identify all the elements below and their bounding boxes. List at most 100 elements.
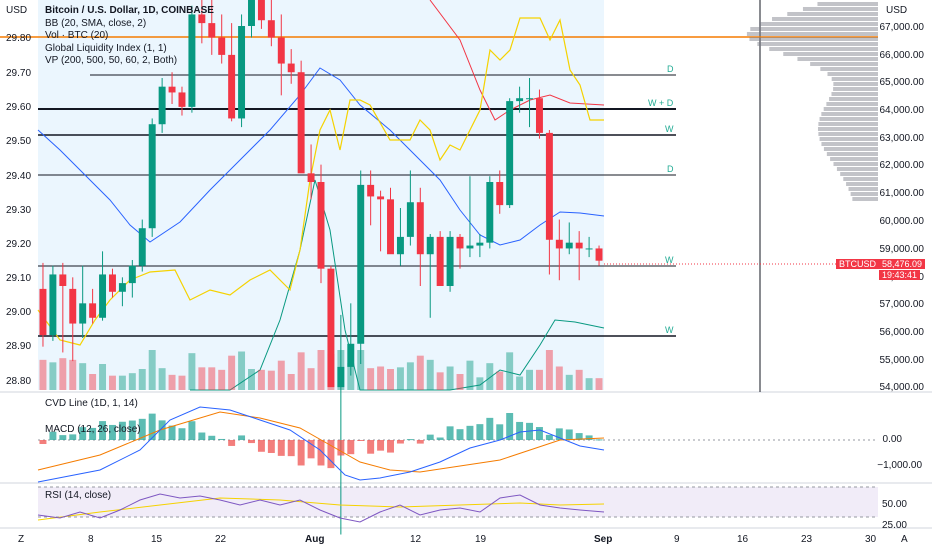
volume-bar (69, 359, 77, 390)
candle-body[interactable] (396, 236, 404, 255)
candle-body[interactable] (267, 20, 275, 38)
candle-body[interactable] (138, 228, 146, 266)
candle-body[interactable] (208, 23, 216, 38)
candle-body[interactable] (555, 239, 563, 249)
candle-body[interactable] (476, 242, 484, 246)
time-axis-tick: 19 (475, 534, 487, 545)
candle-body[interactable] (248, 0, 255, 27)
candle-body[interactable] (367, 184, 375, 197)
candle-body[interactable] (416, 202, 424, 255)
candle-body[interactable] (39, 288, 47, 336)
candle-body[interactable] (238, 26, 246, 119)
candle-body[interactable] (575, 242, 583, 249)
candle-body[interactable] (526, 98, 534, 100)
candle-body[interactable] (307, 173, 315, 182)
volume-bar (49, 362, 57, 390)
macd-pane-title[interactable]: MACD (12, 26, close) (45, 424, 141, 435)
volume-bar (476, 377, 484, 390)
time-axis-corner-left[interactable]: Z (18, 534, 25, 545)
candle-body[interactable] (506, 101, 514, 206)
macd-histogram-bar (347, 440, 355, 455)
candle-body[interactable] (277, 37, 285, 64)
candle-body[interactable] (595, 248, 603, 261)
symbol-title[interactable]: Bitcoin / U.S. Dollar, 1D, COINBASE (45, 5, 214, 16)
candle-body[interactable] (406, 202, 414, 237)
symbol-price-tag[interactable]: BTCUSD (836, 259, 880, 269)
volume-profile-row (840, 172, 878, 176)
candle-body[interactable] (69, 288, 77, 324)
volume-bar (307, 368, 315, 390)
candle-body[interactable] (178, 92, 186, 107)
last-price-tag[interactable]: 58,476.09 (879, 259, 926, 269)
volume-bar (367, 368, 375, 390)
rsi-pane-title[interactable]: RSI (14, close) (45, 490, 112, 501)
right-axis-tick: 61,000.00 (879, 188, 925, 199)
candle-body[interactable] (466, 245, 474, 249)
volume-bar (267, 370, 275, 390)
volume-bar (257, 369, 265, 390)
candle-body[interactable] (377, 196, 385, 200)
volume-profile-row (783, 52, 878, 56)
candle-body[interactable] (496, 182, 504, 206)
candle-body[interactable] (99, 274, 107, 318)
candle-body[interactable] (347, 343, 355, 367)
left-axis-tick: 28.80 (6, 376, 32, 387)
candle-body[interactable] (218, 37, 226, 55)
volume-bar (218, 369, 226, 390)
cvd-pane-title[interactable]: CVD Line (1D, 1, 14) (45, 398, 138, 409)
volume-profile-row (819, 137, 878, 141)
candle-body[interactable] (535, 98, 543, 133)
candle-body[interactable] (228, 54, 236, 119)
candle-body[interactable] (128, 265, 136, 284)
indicator-vol[interactable]: Vol · BTC (20) (45, 30, 109, 41)
candle-body[interactable] (49, 274, 57, 336)
time-axis-tick: Aug (305, 534, 325, 545)
candle-body[interactable] (317, 182, 325, 269)
macd-histogram-bar (436, 437, 444, 440)
candlesticks[interactable] (39, 0, 603, 535)
candle-body[interactable] (168, 86, 176, 93)
bb-basis-line (37, 67, 605, 246)
macd-histogram-bar (377, 440, 385, 451)
indicator-bb[interactable]: BB (20, SMA, close, 2) (45, 18, 147, 29)
right-axis-tick: 63,000.00 (879, 133, 925, 144)
volume-profile-row (836, 167, 878, 171)
volume-profile-row (759, 22, 878, 26)
candle-body[interactable] (436, 236, 444, 286)
candle-body[interactable] (108, 274, 116, 292)
left-axis-tick: 29.00 (6, 307, 32, 318)
candle-body[interactable] (118, 283, 126, 292)
candle-body[interactable] (456, 236, 464, 249)
candle-body[interactable] (387, 199, 394, 255)
candle-body[interactable] (357, 184, 365, 344)
indicator-vp[interactable]: VP (200, 500, 50, 60, 2, Both) (45, 55, 178, 66)
candle-body[interactable] (327, 268, 335, 388)
macd-histogram-bar (267, 440, 275, 453)
time-axis-corner-right[interactable]: A (901, 534, 908, 545)
volume-profile-row (827, 72, 878, 76)
candle-body[interactable] (297, 72, 305, 174)
candle-body[interactable] (188, 14, 196, 107)
candle-body[interactable] (158, 86, 166, 125)
candle-body[interactable] (426, 236, 434, 255)
candle-body[interactable] (486, 182, 494, 243)
candle-body[interactable] (565, 242, 573, 249)
right-axis-tick: 64,000.00 (879, 105, 925, 116)
candle-body[interactable] (337, 366, 345, 388)
candle-body[interactable] (287, 63, 295, 73)
candle-body[interactable] (198, 14, 206, 24)
candle-body[interactable] (446, 236, 454, 286)
volume-bar (158, 368, 166, 390)
candle-body[interactable] (545, 132, 553, 240)
volume-profile-row (833, 87, 878, 91)
candle-body[interactable] (89, 303, 97, 318)
candle-body[interactable] (516, 98, 524, 102)
indicator-liquidity[interactable]: Global Liquidity Index (1, 1) (45, 43, 167, 54)
candle-body[interactable] (585, 248, 593, 250)
macd-histogram-bar (39, 440, 47, 444)
candle-body[interactable] (79, 303, 87, 324)
candle-body[interactable] (148, 124, 156, 229)
candle-body[interactable] (257, 0, 265, 21)
candle-body[interactable] (59, 274, 67, 286)
